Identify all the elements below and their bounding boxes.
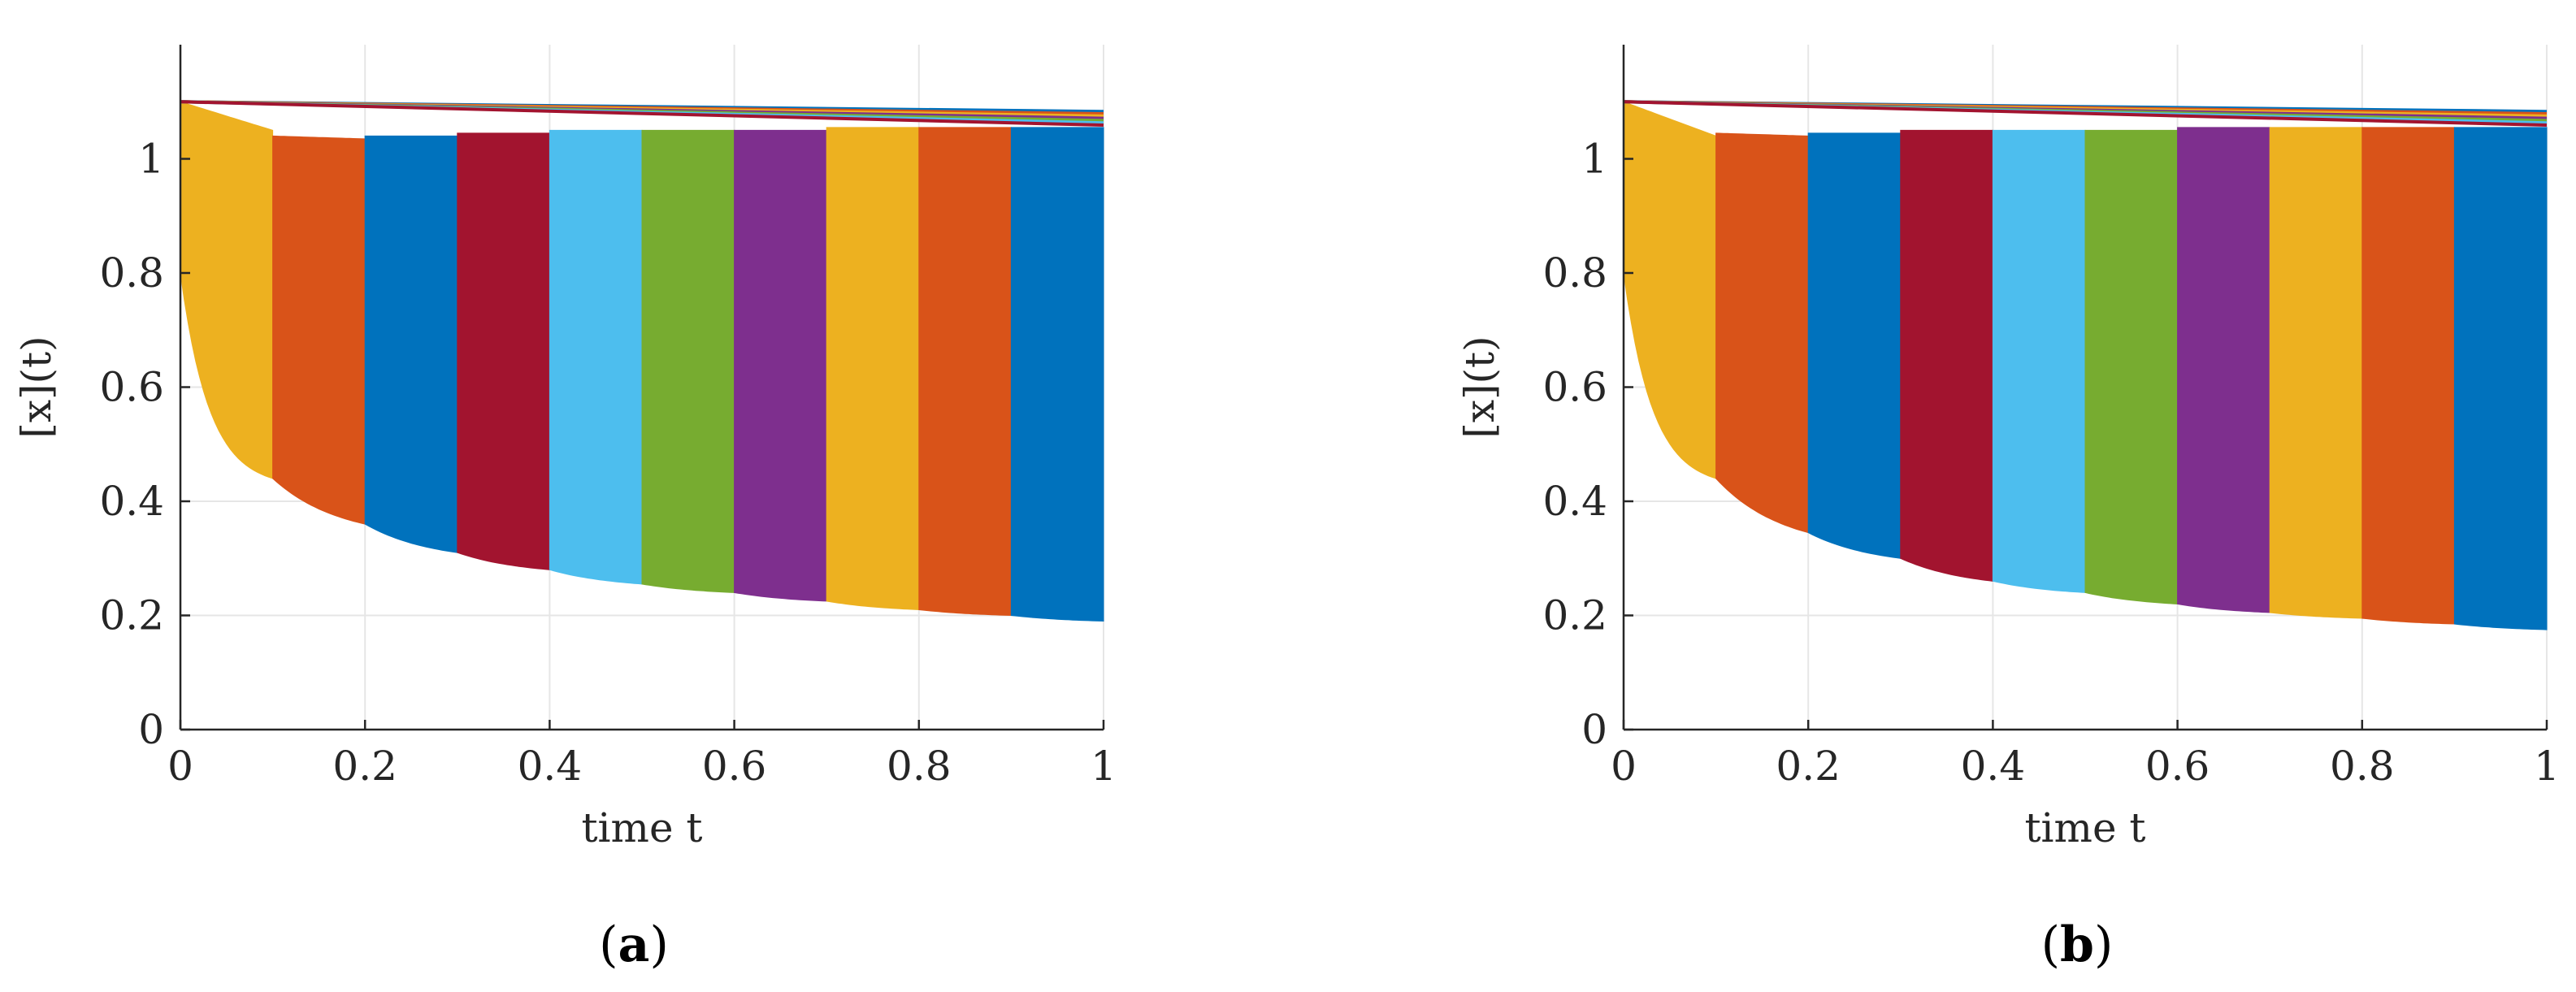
envelope-line <box>180 100 1104 128</box>
panel-label-open: ( <box>2041 916 2060 973</box>
panel-a: 0 0.2 0.4 0.6 0.8 1 0 0.2 0.4 0.6 0.8 1 time t [x](t)… <box>13 45 1117 973</box>
band-10 <box>2453 127 2548 630</box>
panel-label-close: ) <box>649 916 668 973</box>
x-tick-label: 0.8 <box>2330 743 2395 790</box>
band-2 <box>272 135 366 525</box>
x-tick-label: 0.4 <box>1961 743 2026 790</box>
axes: 0 0.2 0.4 0.6 0.8 1 0 0.2 0.4 0.6 0.8 1 <box>99 45 1117 790</box>
band-3 <box>1807 132 1902 559</box>
panel-label-letter: a <box>618 916 650 973</box>
x-axis-label: time t <box>2024 804 2145 851</box>
panel-label-letter: b <box>2060 916 2094 973</box>
band-2 <box>1715 132 1809 534</box>
x-tick-label: 0.6 <box>2145 743 2210 790</box>
x-tick-label: 0.2 <box>1776 743 1841 790</box>
bands <box>1623 101 2548 630</box>
panel-label: (a) <box>599 916 669 973</box>
top-envelope <box>1623 100 2548 128</box>
y-tick-label: 0.8 <box>99 249 164 297</box>
x-tick-label: 0.6 <box>702 743 767 790</box>
bands <box>180 101 1104 622</box>
band-5 <box>1992 129 2086 593</box>
y-tick-label: 1 <box>1581 136 1607 183</box>
band-9 <box>2361 127 2455 625</box>
band-4 <box>1900 129 1993 582</box>
band-3 <box>364 135 458 553</box>
band-5 <box>549 129 643 585</box>
x-tick-label: 0 <box>167 743 193 790</box>
y-tick-label: 0.4 <box>1542 478 1607 525</box>
x-tick-label: 1 <box>2534 743 2560 790</box>
band-7 <box>2177 127 2270 613</box>
x-tick-label: 1 <box>1091 743 1117 790</box>
x-axis-label: time t <box>581 804 702 851</box>
x-tick-label: 0.8 <box>887 743 952 790</box>
x-tick-label: 0 <box>1611 743 1637 790</box>
x-tick-label: 0.2 <box>332 743 397 790</box>
top-envelope <box>180 100 1104 128</box>
y-axis-label: [x](t) <box>13 336 60 438</box>
panel-label-open: ( <box>599 916 618 973</box>
y-tick-label: 0.2 <box>1542 592 1607 639</box>
band-8 <box>826 127 920 611</box>
band-1 <box>1623 101 1717 479</box>
panel-label: (b) <box>2041 916 2114 973</box>
band-4 <box>457 132 550 570</box>
y-axis-label: [x](t) <box>1456 336 1503 438</box>
y-tick-label: 1 <box>138 136 164 183</box>
panel-b: 0 0.2 0.4 0.6 0.8 1 0 0.2 0.4 0.6 0.8 1 time t [x](t)… <box>1456 45 2560 973</box>
band-10 <box>1010 127 1104 622</box>
y-tick-label: 0 <box>1581 706 1607 753</box>
band-6 <box>641 129 735 593</box>
y-tick-label: 0.4 <box>99 478 164 525</box>
y-tick-label: 0 <box>138 706 164 753</box>
y-tick-label: 0.2 <box>99 592 164 639</box>
y-tick-label: 0.6 <box>99 364 164 411</box>
y-tick-label: 0.8 <box>1542 249 1607 297</box>
x-tick-label: 0.4 <box>518 743 583 790</box>
y-tick-label: 0.6 <box>1542 364 1607 411</box>
band-8 <box>2269 127 2363 619</box>
band-7 <box>734 129 827 602</box>
panel-label-close: ) <box>2094 916 2113 973</box>
band-6 <box>2084 129 2179 605</box>
band-1 <box>180 101 274 479</box>
axes: 0 0.2 0.4 0.6 0.8 1 0 0.2 0.4 0.6 0.8 1 <box>1542 45 2560 790</box>
envelope-line <box>1623 100 2548 128</box>
band-9 <box>918 127 1012 617</box>
